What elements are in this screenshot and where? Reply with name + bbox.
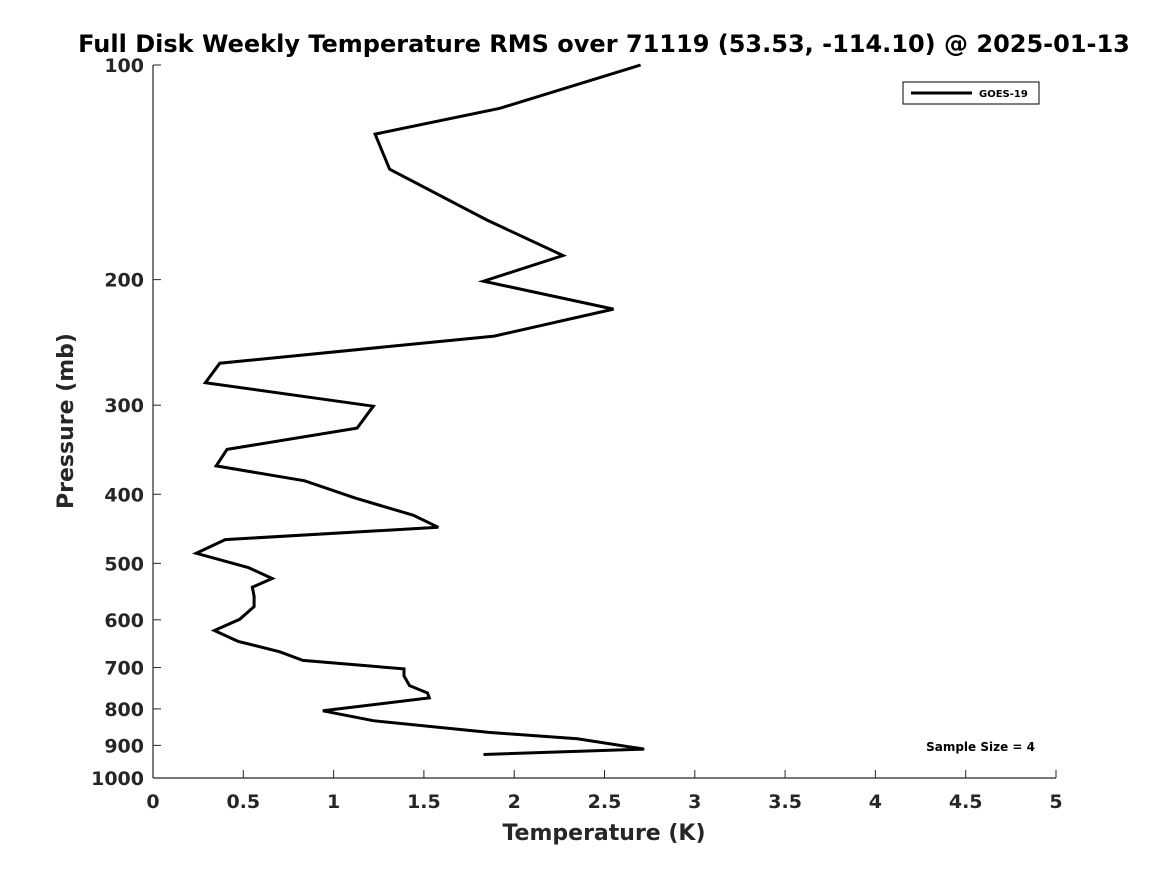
y-tick-label: 100 (104, 55, 144, 77)
series-layer (192, 63, 645, 756)
y-tick-label: 1000 (91, 768, 144, 790)
chart-title: Full Disk Weekly Temperature RMS over 71… (78, 30, 1130, 58)
sample-size-annotation: Sample Size = 4 (926, 740, 1035, 754)
y-axis-label: Pressure (mb) (54, 333, 79, 509)
legend: GOES-19 (902, 81, 1040, 105)
x-tick-label: 5 (1049, 791, 1062, 813)
y-tick-label: 800 (104, 699, 144, 721)
y-tick-label: 900 (104, 735, 144, 757)
x-tick-label: 4 (869, 791, 882, 813)
x-ticks: 0 0.5 1 1.5 2 2.5 3 3.5 4 4.5 5 (146, 770, 1063, 813)
x-tick-label: 4.5 (949, 791, 983, 813)
y-tick-label: 400 (104, 484, 144, 506)
x-tick-label: 1 (327, 791, 340, 813)
x-tick-label: 2 (508, 791, 521, 813)
legend-label-goes-19: GOES-19 (979, 89, 1028, 100)
y-tick-label: 700 (104, 658, 144, 680)
y-tick-label: 500 (104, 553, 144, 575)
y-tick-label: 300 (104, 395, 144, 417)
x-axis-label: Temperature (K) (502, 821, 705, 846)
y-ticks: 100 200 300 400 500 600 700 800 900 1000 (91, 55, 161, 790)
y-tick-label: 600 (104, 610, 144, 632)
y-tick-label: 200 (104, 270, 144, 292)
x-tick-label: 0 (146, 791, 159, 813)
x-tick-label: 3.5 (768, 791, 802, 813)
x-tick-label: 0.5 (226, 791, 260, 813)
series-line-goes-19 (192, 63, 645, 756)
x-tick-label: 1.5 (407, 791, 441, 813)
x-tick-label: 3 (688, 791, 701, 813)
x-tick-label: 2.5 (588, 791, 622, 813)
